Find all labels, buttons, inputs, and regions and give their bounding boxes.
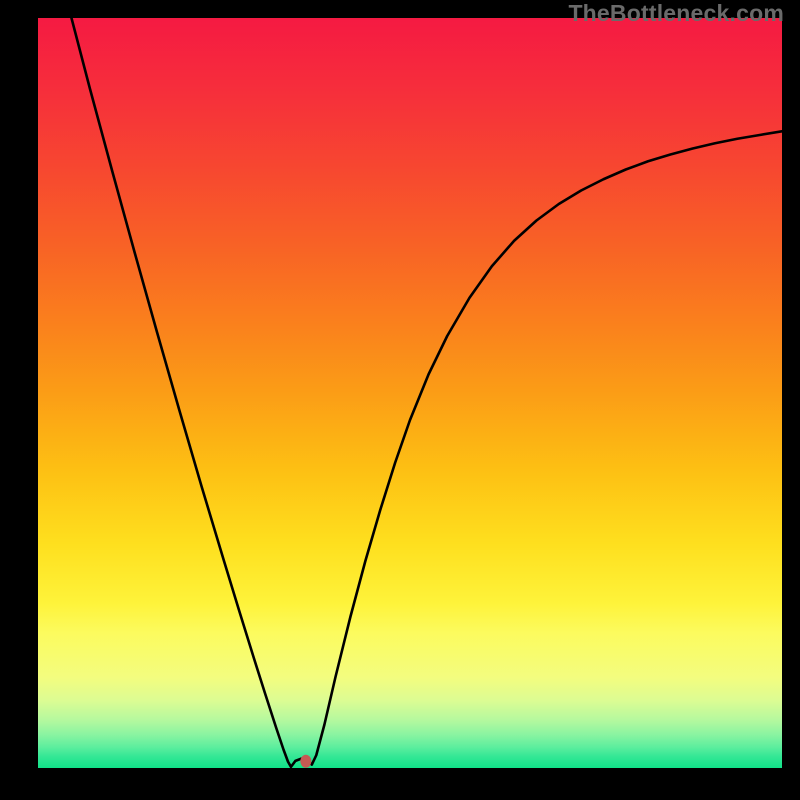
watermark-text: TheBottleneck.com bbox=[568, 0, 784, 27]
chart-svg bbox=[0, 0, 800, 800]
stage: TheBottleneck.com bbox=[0, 0, 800, 800]
gradient-background bbox=[38, 18, 782, 768]
dip-marker bbox=[300, 755, 311, 768]
